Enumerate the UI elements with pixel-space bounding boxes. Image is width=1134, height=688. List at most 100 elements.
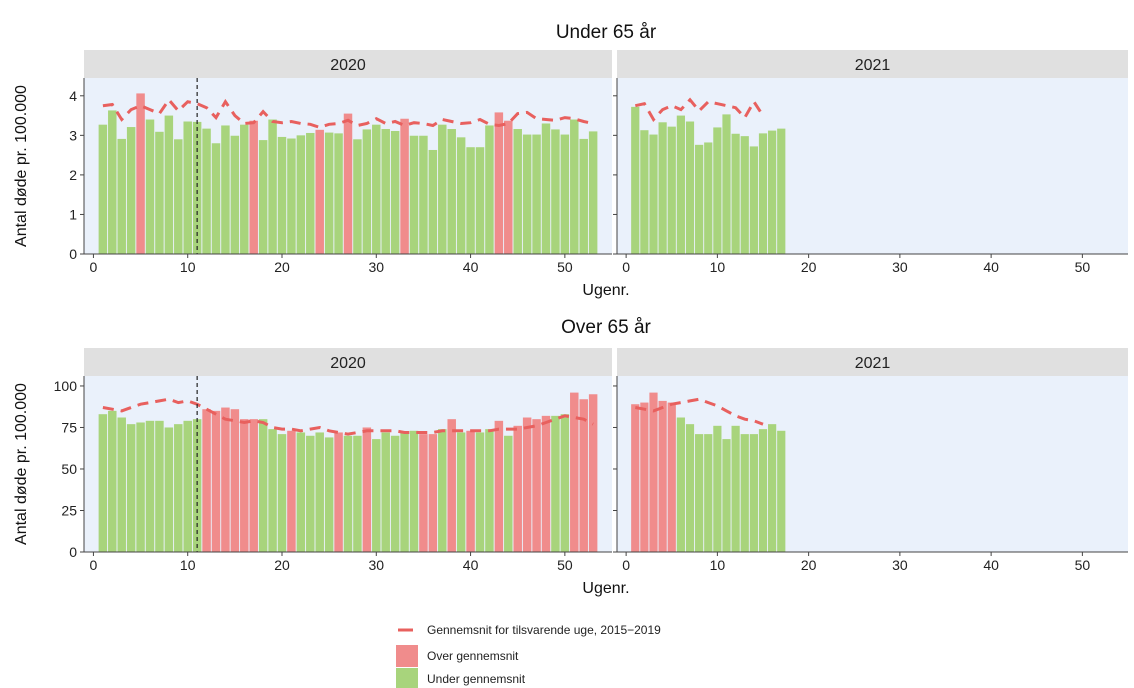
x-tick-label: 10 <box>710 557 726 573</box>
x-tick-label: 50 <box>1075 259 1091 275</box>
strip-label: 2020 <box>330 355 366 372</box>
bar-week-47 <box>532 134 541 254</box>
bar-week-12 <box>202 128 211 254</box>
y-tick-label: 1 <box>69 206 77 222</box>
x-tick-label: 40 <box>463 557 479 573</box>
bar-week-8 <box>164 115 174 255</box>
bar-week-3 <box>117 138 126 254</box>
bar-week-22 <box>296 432 306 552</box>
x-tick-label: 40 <box>463 259 479 275</box>
bar-week-16 <box>240 419 249 552</box>
bar-week-24 <box>315 129 324 254</box>
bar-week-50 <box>560 414 570 552</box>
x-tick-label: 0 <box>90 557 98 573</box>
bar-week-23 <box>306 435 315 552</box>
bar-week-28 <box>353 139 362 254</box>
bar-week-25 <box>324 437 334 552</box>
bar-week-5 <box>136 422 145 552</box>
bar-week-17 <box>777 128 786 254</box>
bar-week-50 <box>560 134 570 254</box>
bar-week-13 <box>740 136 749 254</box>
bar-week-29 <box>362 129 372 254</box>
x-tick-label: 10 <box>180 557 196 573</box>
bar-week-14 <box>221 125 230 255</box>
x-tick-label: 50 <box>557 259 573 275</box>
bar-week-12 <box>731 133 740 254</box>
bar-week-15 <box>230 135 240 254</box>
bar-week-30 <box>372 439 381 552</box>
x-tick-label: 10 <box>710 259 726 275</box>
bar-week-44 <box>504 120 513 255</box>
bar-week-26 <box>334 133 343 254</box>
bar-week-26 <box>334 432 343 552</box>
x-tick-label: 0 <box>622 259 630 275</box>
bar-week-4 <box>126 127 136 254</box>
bar-week-51 <box>570 119 579 254</box>
bar-week-6 <box>676 115 685 255</box>
facet-group-title: Under 65 år <box>556 22 657 43</box>
bar-week-1 <box>631 404 640 552</box>
bar-week-34 <box>409 430 419 552</box>
x-tick-label: 30 <box>892 557 908 573</box>
strip-background <box>84 348 612 376</box>
bar-week-2 <box>640 402 649 552</box>
bar-week-3 <box>649 134 658 254</box>
bar-week-27 <box>343 435 353 552</box>
bar-week-11 <box>192 419 202 552</box>
bar-week-11 <box>722 439 731 552</box>
strip-background <box>84 50 612 78</box>
bar-week-15 <box>230 409 240 552</box>
bar-week-24 <box>315 432 324 552</box>
bar-week-1 <box>98 124 108 254</box>
bar-week-12 <box>202 409 211 552</box>
bar-week-7 <box>685 424 695 552</box>
bar-week-16 <box>768 424 777 552</box>
bar-week-8 <box>695 434 704 552</box>
bar-week-6 <box>145 119 155 254</box>
bar-week-5 <box>667 126 676 254</box>
bar-week-14 <box>221 407 230 552</box>
y-tick-label: 25 <box>61 502 77 518</box>
bar-week-36 <box>428 149 438 254</box>
y-tick-label: 50 <box>61 461 77 477</box>
x-tick-label: 30 <box>368 557 384 573</box>
bar-week-10 <box>713 127 722 254</box>
bar-week-5 <box>136 93 145 255</box>
legend-over-label: Over gennemsnit <box>427 649 519 663</box>
x-tick-label: 20 <box>274 557 290 573</box>
legend-under-swatch <box>396 668 418 688</box>
bar-week-32 <box>390 435 400 552</box>
bar-week-12 <box>731 425 740 552</box>
bar-week-1 <box>98 414 108 552</box>
bar-week-4 <box>658 400 667 552</box>
bar-week-10 <box>183 420 192 552</box>
bar-week-27 <box>343 113 353 254</box>
bar-week-43 <box>494 112 504 254</box>
bar-week-49 <box>551 129 560 254</box>
bar-week-3 <box>649 392 658 552</box>
x-tick-label: 10 <box>180 259 196 275</box>
bar-week-13 <box>740 434 749 552</box>
y-axis-title: Antal døde pr. 100.000 <box>13 85 30 247</box>
bar-week-6 <box>145 420 155 552</box>
facet-group-title: Over 65 år <box>561 317 651 338</box>
bar-week-3 <box>117 417 126 552</box>
bar-week-47 <box>532 419 541 552</box>
strip-label: 2020 <box>330 57 366 74</box>
bar-week-53 <box>588 394 598 552</box>
y-tick-label: 0 <box>69 246 77 262</box>
strip-background <box>617 50 1128 78</box>
bar-week-18 <box>258 419 268 552</box>
bar-week-13 <box>211 410 221 552</box>
x-tick-label: 40 <box>983 259 999 275</box>
x-axis-title: Ugenr. <box>582 580 629 597</box>
bar-week-29 <box>362 427 372 552</box>
bar-week-52 <box>579 138 588 254</box>
bar-week-35 <box>419 434 428 552</box>
bar-week-43 <box>494 420 504 552</box>
bar-week-31 <box>381 129 390 254</box>
bar-week-16 <box>240 124 249 254</box>
bar-week-2 <box>108 410 117 552</box>
